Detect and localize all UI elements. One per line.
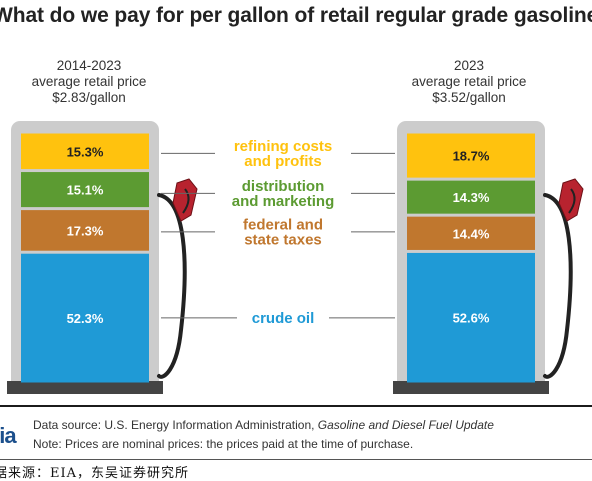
series-label-0: crude oil [252,310,315,327]
right-segment-3 [407,133,535,178]
series-label-1-line-1: state taxes [244,231,322,248]
data-source-text: Data source: U.S. Energy Information Adm… [33,418,318,432]
series-label-2-line-0: distribution [242,178,325,195]
right-caption-period: 2023 [453,58,485,73]
right-segment-label-2: 14.3% [453,190,490,205]
left-segment-label-2: 15.1% [67,183,104,198]
data-source-note: Data source: U.S. Energy Information Adm… [33,418,494,432]
bottom-divider [0,459,592,460]
left-pump-hose [157,193,187,379]
right-caption-label: average retail price [411,74,527,89]
series-label-3-line-0: refining costs [234,138,332,155]
left-pump-nozzle [172,178,198,222]
right-segment-1 [407,216,535,250]
left-caption-label: average retail price [31,74,147,89]
series-label-3-line-1: and profits [244,153,322,170]
left-price-caption: 2014-2023 average retail price $2.83/gal… [0,58,184,106]
left-segment-0 [21,253,149,383]
right-segment-label-0: 52.6% [453,311,490,326]
left-pump-base [7,381,163,394]
data-source-publication: Gasoline and Diesel Fuel Update [317,418,494,432]
left-segment-label-1: 17.3% [67,223,104,238]
price-note: Note: Prices are nominal prices: the pri… [33,437,414,451]
right-segment-0 [407,252,535,383]
left-segment-1 [21,210,149,251]
right-pump-hose [543,193,573,379]
right-caption-price: $3.52/gallon [432,90,506,105]
left-segment-label-0: 52.3% [67,311,104,326]
left-segment-label-3: 15.3% [67,144,104,159]
footer-source: 据来源：EIA，东吴证券研究所 [0,466,190,481]
left-segment-3 [21,133,149,170]
right-pump-nozzle [558,178,584,222]
left-segment-2 [21,172,149,208]
left-nozzle-trigger [182,188,190,214]
right-nozzle-trigger [568,188,576,214]
top-divider [0,405,592,407]
series-label-2-line-1: and marketing [232,193,335,210]
series-label-1-line-0: federal and [243,216,323,233]
right-segment-2 [407,180,535,214]
left-caption-period: 2014-2023 [56,58,122,73]
right-price-caption: 2023 average retail price $3.52/gallon [374,58,564,106]
chart-title: What do we pay for per gallon of retail … [0,4,592,27]
right-segment-label-1: 14.4% [453,226,490,241]
right-pump-base [393,381,549,394]
right-segment-label-3: 18.7% [453,149,490,164]
left-caption-price: $2.83/gallon [52,90,126,105]
eia-logo: eia [0,423,17,448]
